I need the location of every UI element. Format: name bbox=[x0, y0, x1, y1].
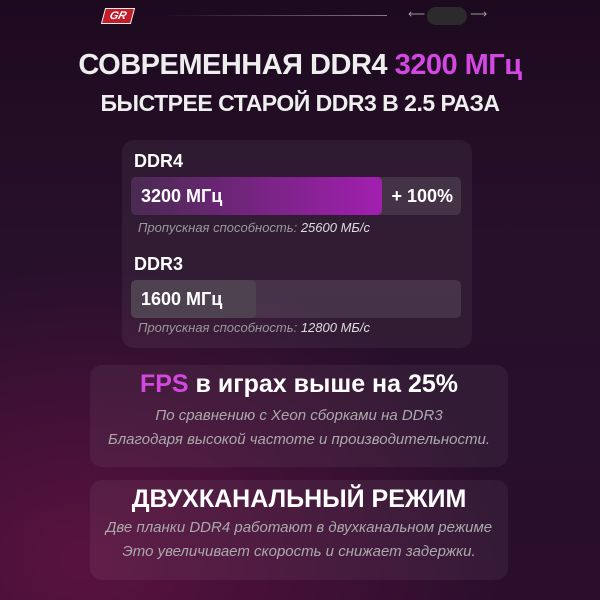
dual-channel-card bbox=[90, 480, 508, 580]
fps-line1: По сравнению с Xeon сборками на DDR3 bbox=[155, 407, 443, 424]
ddr4-caption: Пропускная способность: 25600 МБ/с bbox=[138, 220, 370, 235]
ddr4-caption-value: 25600 МБ/с bbox=[300, 220, 370, 235]
dual-line1: Две планки DDR4 работают в двухканальном… bbox=[105, 519, 493, 536]
logo-text: GR bbox=[108, 10, 128, 22]
ddr3-caption-label: Пропускная способность: bbox=[138, 320, 301, 335]
brand-logo: GR bbox=[100, 8, 136, 24]
ddr3-label: DDR3 bbox=[134, 254, 184, 274]
fps-heading: FPS в играх выше на 25% bbox=[90, 370, 508, 399]
fps-accent: FPS bbox=[139, 370, 189, 398]
ddr3-bar-fill bbox=[131, 280, 257, 318]
subheadline: БЫСТРЕЕ СТАРОЙ DDR3 В 2.5 РАЗА bbox=[100, 90, 500, 116]
ddr3-caption-value: 12800 МБ/с bbox=[300, 320, 370, 335]
ddr4-bonus: + 100% bbox=[391, 186, 453, 206]
headline-main: СОВРЕМЕННАЯ DDR4 bbox=[78, 49, 395, 81]
swipe-pill bbox=[427, 7, 467, 25]
headline: СОВРЕМЕННАЯ DDR4 3200 МГц bbox=[0, 49, 600, 82]
dual-line2: Это увеличивает скорость и снижает задер… bbox=[122, 543, 476, 560]
ddr3-value: 1600 МГц bbox=[141, 289, 223, 309]
ddr4-value: 3200 МГц bbox=[141, 186, 223, 206]
ddr4-caption-label: Пропускная способность: bbox=[138, 220, 301, 235]
arrow-left-icon: ⟵ bbox=[408, 7, 426, 21]
ddr4-bar: 3200 МГц + 100% bbox=[131, 177, 461, 215]
divider-line bbox=[165, 15, 387, 16]
fps-card bbox=[90, 365, 508, 467]
arrow-right-icon: ⟶ bbox=[470, 7, 488, 21]
fps-line2: Благодаря высокой частоте и производител… bbox=[107, 431, 491, 448]
ddr3-bar: 1600 МГц bbox=[131, 280, 461, 318]
ddr4-label: DDR4 bbox=[134, 151, 184, 171]
fps-rest: в играх выше на 25% bbox=[188, 370, 459, 398]
headline-accent: 3200 МГц bbox=[394, 49, 523, 81]
dual-heading: ДВУХКАНАЛЬНЫЙ РЕЖИМ bbox=[131, 485, 467, 513]
ddr4-bar-fill bbox=[131, 177, 382, 215]
ddr3-caption: Пропускная способность: 12800 МБ/с bbox=[138, 320, 370, 335]
